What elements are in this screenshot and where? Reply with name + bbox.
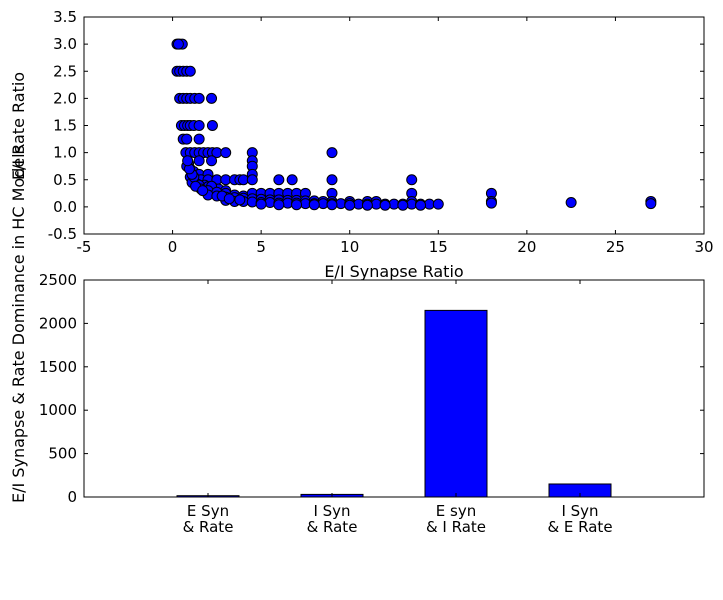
scatter-chart: -5 0 5 10 15 20 25 30 -0.5 0.0 0.5 1.0 1.5 2.0 2.5 3.0… xyxy=(9,8,714,281)
scatter-point xyxy=(220,147,232,159)
scatter-point xyxy=(344,199,356,211)
scatter-point xyxy=(432,198,444,210)
scatter-point xyxy=(286,174,298,186)
scatter-point xyxy=(181,133,193,145)
scatter-point xyxy=(326,174,338,186)
scatter-point xyxy=(565,197,577,209)
scatter-xtick-label: 10 xyxy=(340,238,359,256)
scatter-xtick-label: -5 xyxy=(77,238,92,256)
figure-ylabel: E/I Synapse & Rate Dominance in HC Model… xyxy=(9,145,28,503)
scatter-point xyxy=(206,155,218,167)
scatter-point xyxy=(326,199,338,211)
bar xyxy=(424,309,488,498)
scatter-point xyxy=(415,199,427,211)
scatter-xtick-label: 0 xyxy=(168,238,178,256)
scatter-point xyxy=(397,199,409,211)
scatter-xlabel: E/I Synapse Ratio xyxy=(324,262,463,281)
scatter-point xyxy=(193,155,205,167)
bar-ytick-label: 1500 xyxy=(39,358,77,376)
scatter-ytick-label: 1.0 xyxy=(53,144,77,162)
scatter-point xyxy=(193,133,205,145)
scatter-xticks: -5 0 5 10 15 20 25 30 xyxy=(77,17,714,256)
bar-xticks: E Syn & Rate I Syn & Rate E syn & I Rate I Syn… xyxy=(183,280,613,536)
scatter-point xyxy=(206,120,218,131)
bar-ytick-label: 2000 xyxy=(39,314,77,332)
bar-ytick-label: 500 xyxy=(48,445,77,463)
scatter-point xyxy=(379,199,391,211)
scatter-xtick-label: 5 xyxy=(256,238,266,256)
bar-yticks: 0 500 1000 1500 2000 2500 xyxy=(39,271,704,506)
scatter-points xyxy=(171,38,657,211)
bar-xtick-label: E Syn & Rate xyxy=(183,502,234,536)
scatter-point xyxy=(485,197,497,209)
scatter-point xyxy=(197,185,209,197)
scatter-point xyxy=(246,174,258,186)
scatter-ytick-label: 0.0 xyxy=(53,198,77,216)
scatter-xtick-label: 25 xyxy=(606,238,625,256)
scatter-xtick-label: 15 xyxy=(429,238,448,256)
scatter-point xyxy=(255,198,267,210)
scatter-xtick-label: 30 xyxy=(694,238,713,256)
scatter-yticks: -0.5 0.0 0.5 1.0 1.5 2.0 2.5 3.0 3.5 xyxy=(48,8,704,243)
scatter-ytick-label: 3.0 xyxy=(53,35,77,53)
scatter-xtick-label: 20 xyxy=(517,238,536,256)
bar-xtick-label: E syn & I Rate xyxy=(426,502,486,536)
scatter-point xyxy=(172,38,184,50)
scatter-point xyxy=(326,147,338,159)
bar-ytick-label: 0 xyxy=(67,488,77,506)
scatter-point xyxy=(361,199,373,211)
scatter-point xyxy=(182,155,194,167)
scatter-ytick-label: 2.5 xyxy=(53,62,77,80)
scatter-point xyxy=(223,193,235,205)
bar-ytick-label: 1000 xyxy=(39,401,77,419)
scatter-ytick-label: -0.5 xyxy=(48,225,77,243)
scatter-ytick-label: 1.5 xyxy=(53,117,77,135)
scatter-point xyxy=(291,199,303,211)
bar-ytick-label: 2500 xyxy=(39,271,77,289)
scatter-point xyxy=(193,120,205,131)
scatter-point xyxy=(645,198,657,210)
scatter-point xyxy=(273,199,285,211)
scatter-point xyxy=(273,174,285,186)
scatter-ytick-label: 0.5 xyxy=(53,171,77,189)
scatter-point xyxy=(184,65,196,77)
scatter-ytick-label: 3.5 xyxy=(53,8,77,26)
bars xyxy=(176,309,612,498)
scatter-point xyxy=(234,194,246,206)
scatter-point xyxy=(308,199,320,211)
bar-chart: 0 500 1000 1500 2000 2500 E Syn & Rate I Syn & R… xyxy=(39,271,705,536)
scatter-point xyxy=(193,92,205,104)
bar-xtick-label: I Syn & Rate xyxy=(307,502,358,536)
scatter-point xyxy=(406,174,418,186)
bar-frame xyxy=(83,279,705,498)
scatter-ylabel: E/I Rate Ratio xyxy=(9,72,28,180)
scatter-point xyxy=(206,92,218,104)
scatter-ytick-label: 2.0 xyxy=(53,89,77,107)
bar-xtick-label: I Syn & E Rate xyxy=(547,502,612,536)
